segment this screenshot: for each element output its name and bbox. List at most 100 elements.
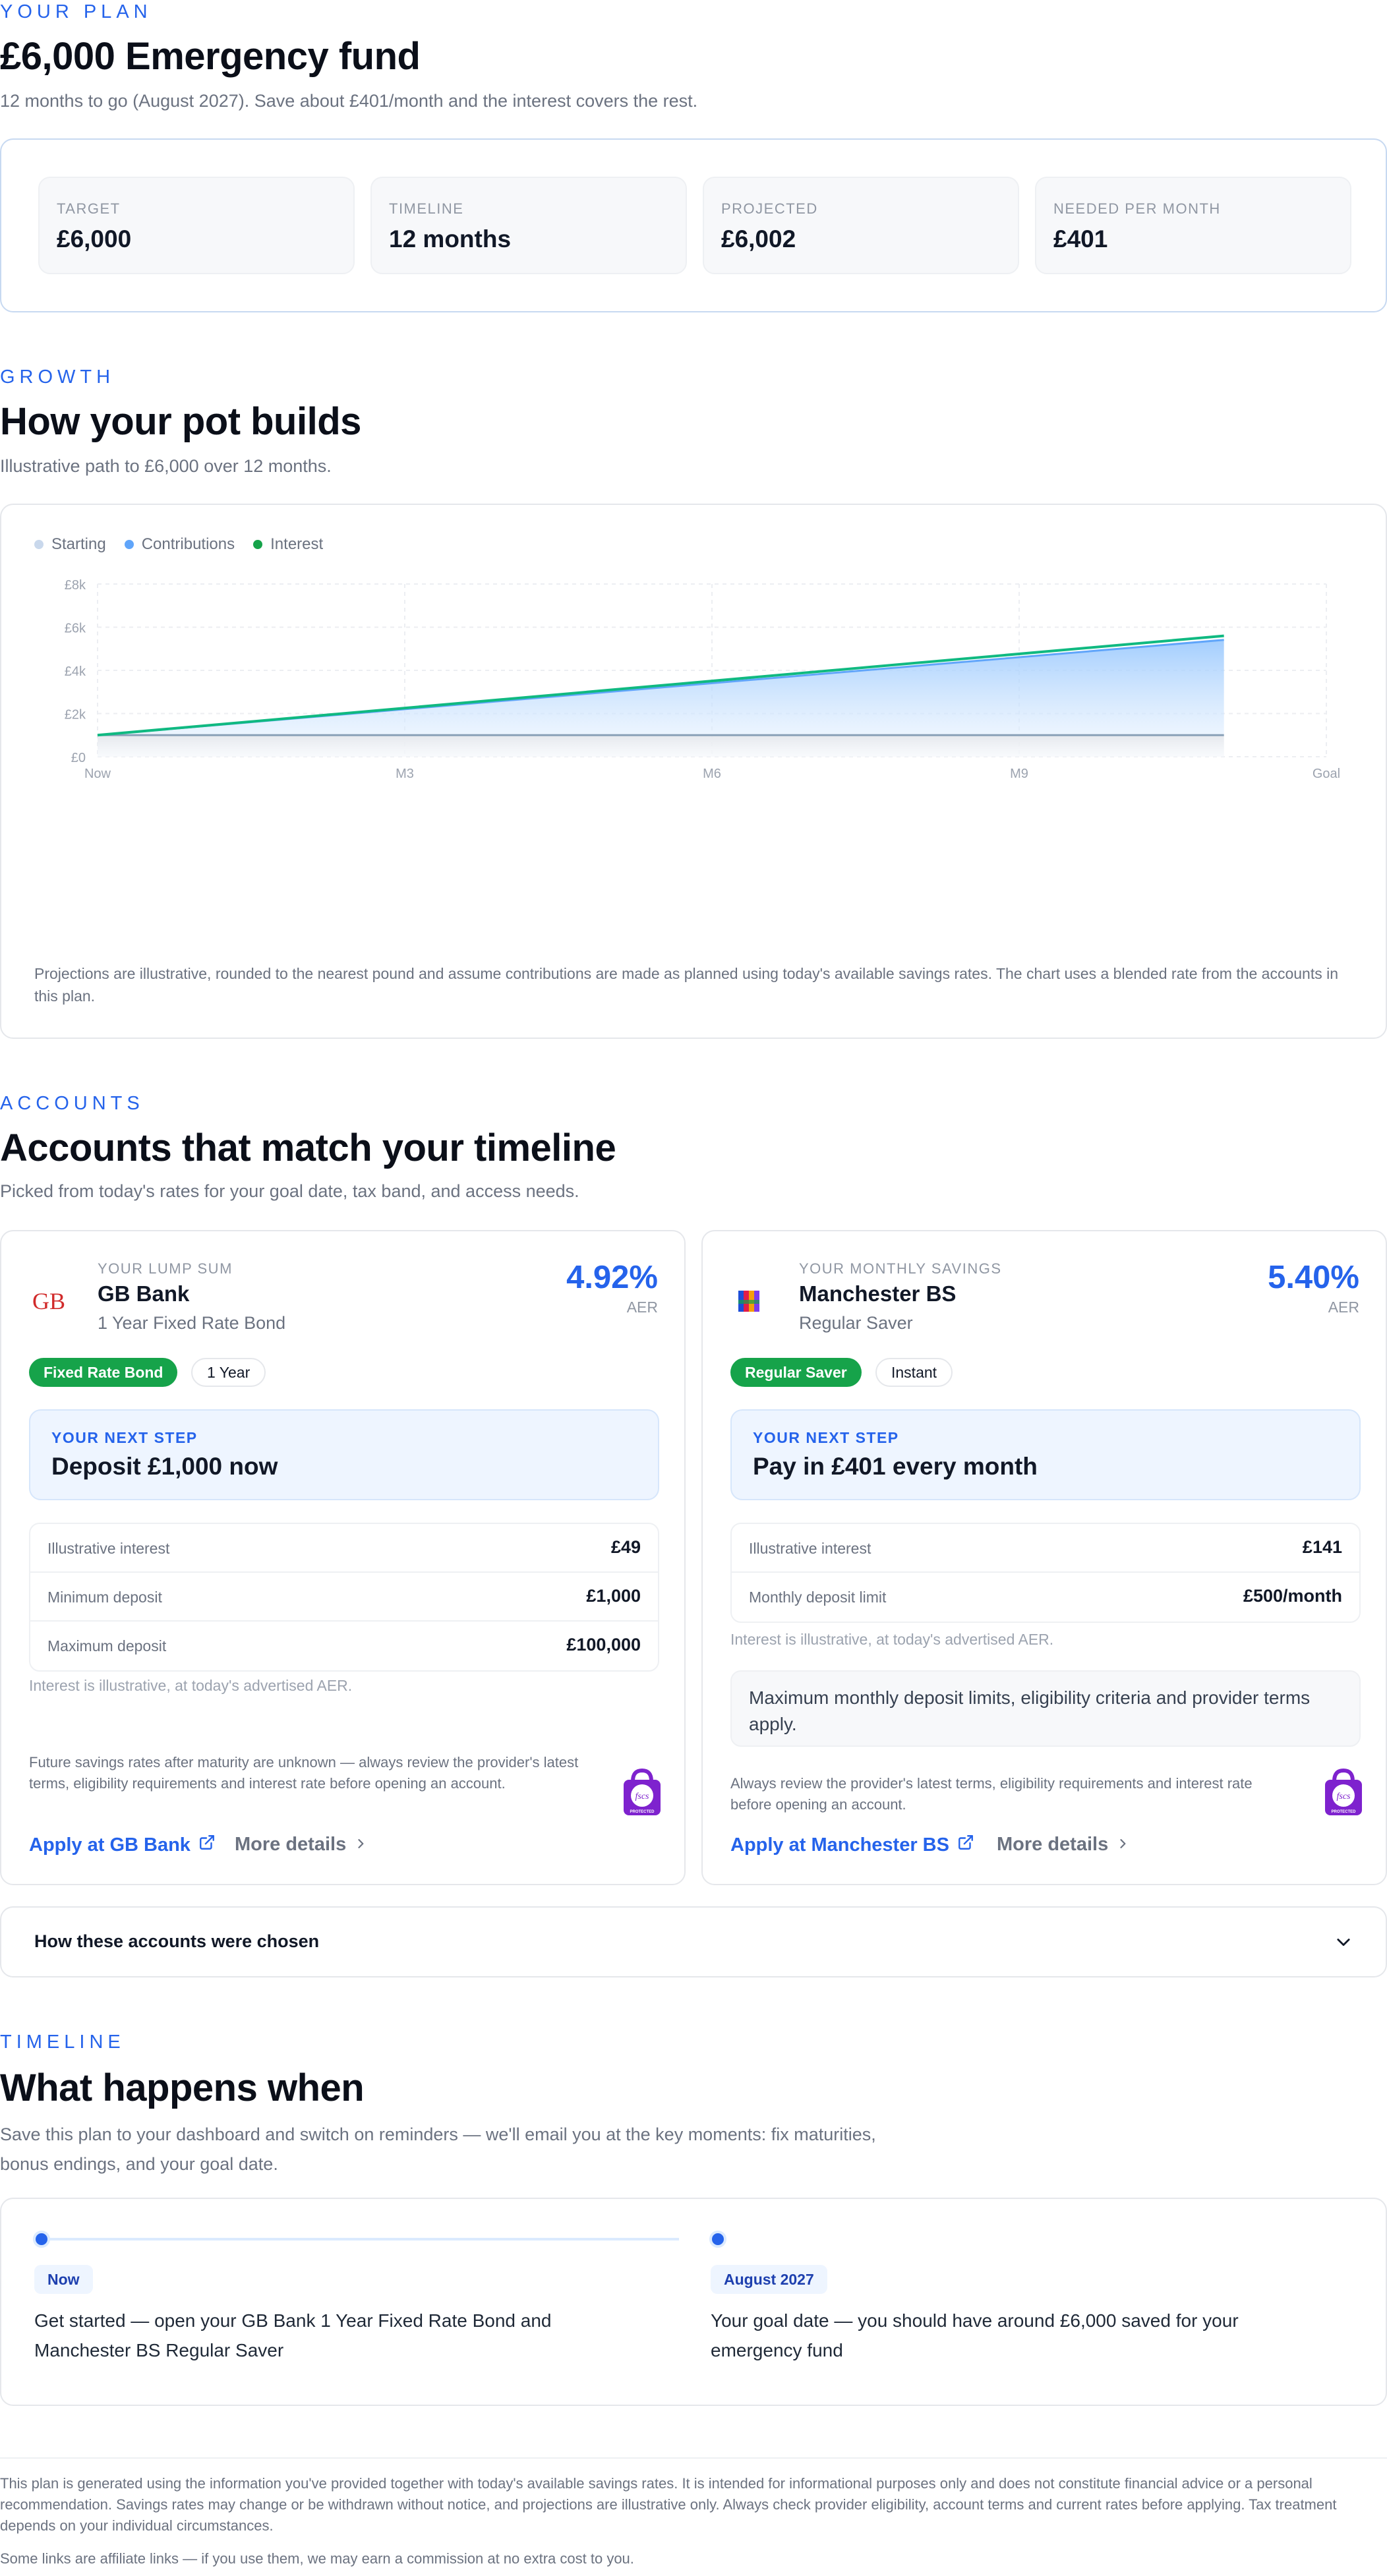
stat-needed-per-month: NEEDED PER MONTH £401: [1035, 177, 1351, 274]
chevron-down-icon: [1334, 1933, 1353, 1954]
stat-label: NEEDED PER MONTH: [1053, 200, 1221, 217]
more-label: More details: [235, 1834, 347, 1855]
logo-mark: [738, 1291, 759, 1312]
fscs-sub: PROTECTED: [630, 1810, 655, 1814]
apply-gb-bank-link[interactable]: Apply at GB Bank: [29, 1834, 216, 1856]
timeline-text: Your goal date — you should have around …: [711, 2310, 1239, 2360]
chart-note: Projections are illustrative, rounded to…: [34, 965, 1339, 1005]
detail-value: £1,000: [586, 1586, 641, 1606]
deposit-limits-note: Maximum monthly deposit limits, eligibil…: [730, 1670, 1361, 1747]
timeline-text: Get started — open your GB Bank 1 Year F…: [34, 2310, 552, 2360]
x-tick-label: Goal: [1313, 767, 1340, 781]
apply-manchester-bs-link[interactable]: Apply at Manchester BS: [730, 1834, 974, 1856]
account-kicker: YOUR LUMP SUM: [98, 1260, 233, 1277]
timeline-card: Now Get started — open your GB Bank 1 Ye…: [0, 2198, 1387, 2406]
y-tick-label: £6k: [65, 622, 86, 636]
detail-value: £141: [1302, 1537, 1342, 1557]
fscs-protected-icon: fscs PROTECTED: [622, 1767, 662, 1817]
growth-chart: £0 £2k £4k £6k £8k Now M3 M6 M9 Goal: [65, 578, 1340, 781]
apply-label: Apply at Manchester BS: [730, 1834, 949, 1856]
timeline-title: What happens when: [0, 2066, 365, 2109]
account-name: GB Bank: [98, 1281, 190, 1306]
account-disclaimer: Future savings rates after maturity are …: [29, 1754, 579, 1792]
timeline-dot: [33, 2231, 50, 2248]
detail-value: £49: [610, 1537, 641, 1557]
starting-area: [98, 735, 1224, 757]
accounts-subtitle: Picked from today's rates for your goal …: [0, 1181, 579, 1201]
growth-subtitle: Illustrative path to £6,000 over 12 mont…: [0, 456, 332, 476]
detail-row: Illustrative interest £49: [30, 1524, 658, 1573]
interest-hint: Interest is illustrative, at today's adv…: [730, 1631, 1054, 1648]
external-link-icon: [957, 1834, 974, 1856]
accounts-title: Accounts that match your timeline: [0, 1127, 616, 1169]
plan-eyebrow: YOUR PLAN: [0, 1, 152, 22]
affiliate-note: Some links are affiliate links — if you …: [0, 2550, 634, 2567]
growth-eyebrow: GROWTH: [0, 366, 115, 388]
next-step-label: YOUR NEXT STEP: [51, 1429, 198, 1446]
fscs-sub: PROTECTED: [1331, 1810, 1356, 1814]
account-type: 1 Year Fixed Rate Bond: [98, 1313, 286, 1333]
detail-row: Minimum deposit £1,000: [30, 1573, 658, 1622]
fscs-protected-icon: fscs PROTECTED: [1324, 1767, 1363, 1817]
account-details-table: Illustrative interest £141 Monthly depos…: [730, 1523, 1361, 1623]
growth-title: How your pot builds: [0, 400, 361, 443]
next-step-action: Deposit £1,000 now: [51, 1453, 278, 1480]
y-tick-label: £0: [71, 751, 86, 765]
x-tick-label: M9: [1010, 767, 1028, 781]
external-link-icon: [198, 1834, 216, 1856]
contributions-area: [98, 639, 1224, 757]
y-tick-label: £4k: [65, 664, 86, 679]
legend-label: Interest: [270, 535, 324, 553]
interest-hint: Interest is illustrative, at today's adv…: [29, 1677, 353, 1694]
account-rate-unit: AER: [626, 1299, 658, 1316]
legend-label: Contributions: [141, 535, 235, 553]
account-name: Manchester BS: [799, 1281, 957, 1306]
more-details-link[interactable]: More details: [235, 1834, 367, 1856]
how-accounts-chosen-accordion[interactable]: How these accounts were chosen: [0, 1906, 1387, 1977]
apply-label: Apply at GB Bank: [29, 1834, 191, 1856]
detail-label: Monthly deposit limit: [749, 1589, 887, 1606]
footer-disclaimer: This plan is generated using the informa…: [0, 2475, 1337, 2534]
growth-chart-card: Starting Contributions Interest: [0, 504, 1387, 1039]
fscs-text: fscs: [635, 1792, 650, 1801]
legend-swatch: [253, 540, 263, 549]
detail-label: Illustrative interest: [47, 1540, 170, 1557]
y-tick-label: £8k: [65, 578, 86, 593]
account-card-manchester-bs: YOUR MONTHLY SAVINGS Manchester BS Regul…: [701, 1230, 1387, 1885]
legend-swatch: [124, 540, 134, 549]
account-rate: 5.40%: [1268, 1260, 1359, 1295]
detail-value: £100,000: [566, 1635, 641, 1654]
stat-value: £6,002: [721, 225, 796, 252]
footer-divider: [0, 2457, 1387, 2459]
detail-row: Monthly deposit limit £500/month: [732, 1573, 1359, 1622]
next-step-box: YOUR NEXT STEP Deposit £1,000 now: [29, 1409, 659, 1500]
stat-timeline: TIMELINE 12 months: [370, 177, 687, 274]
stat-label: PROJECTED: [721, 200, 818, 217]
plan-summary-card: TARGET £6,000 TIMELINE 12 months PROJECT…: [0, 138, 1387, 312]
stat-label: TARGET: [57, 200, 121, 217]
stat-label: TIMELINE: [389, 200, 464, 217]
more-details-link[interactable]: More details: [997, 1834, 1129, 1856]
plan-subtitle: 12 months to go (August 2027). Save abou…: [0, 91, 698, 111]
more-label: More details: [997, 1834, 1109, 1855]
stat-value: £6,000: [57, 225, 132, 252]
detail-row: Illustrative interest £141: [732, 1524, 1359, 1573]
x-tick-label: Now: [84, 767, 111, 781]
legend-item-starting: Starting: [34, 535, 106, 554]
timeline-badge: Now: [34, 2265, 93, 2294]
timeline-dot: [709, 2231, 726, 2248]
stat-value: 12 months: [389, 225, 512, 252]
x-tick-label: M6: [703, 767, 721, 781]
detail-label: Maximum deposit: [47, 1637, 167, 1654]
account-type: Regular Saver: [799, 1313, 913, 1333]
chevron-right-icon: [354, 1834, 367, 1856]
y-tick-label: £2k: [65, 708, 86, 722]
next-step-action: Pay in £401 every month: [753, 1453, 1038, 1480]
timeline-badge: August 2027: [711, 2265, 827, 2294]
accounts-eyebrow: ACCOUNTS: [0, 1093, 144, 1114]
account-disclaimer: Always review the provider's latest term…: [730, 1775, 1253, 1813]
legend-item-contributions: Contributions: [124, 535, 235, 554]
fscs-text: fscs: [1337, 1792, 1351, 1801]
logo-text: GB: [32, 1288, 65, 1314]
timeline-subtitle: Save this plan to your dashboard and swi…: [0, 2124, 876, 2174]
